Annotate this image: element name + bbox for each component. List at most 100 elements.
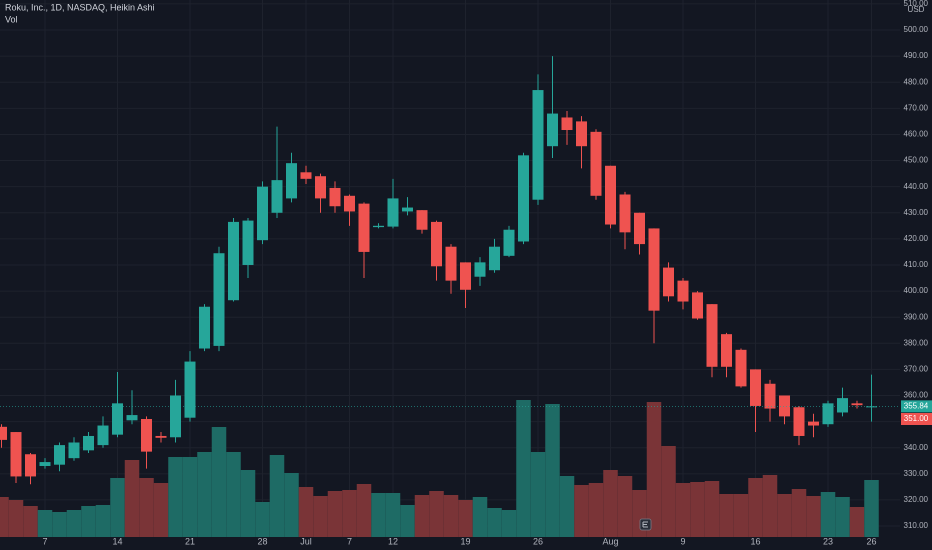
volume-bar <box>849 507 865 537</box>
volume-bar <box>95 505 111 537</box>
y-tick-label: 410.00 <box>904 260 929 269</box>
candle-body <box>663 267 674 297</box>
candle-body <box>242 220 254 265</box>
y-tick-label: 440.00 <box>904 182 929 191</box>
price-label-box <box>901 413 932 426</box>
candle-body <box>518 155 529 242</box>
candle-body <box>271 180 283 213</box>
candle-body <box>634 212 645 245</box>
candle-body <box>126 415 138 421</box>
volume-bar <box>269 455 285 537</box>
volume-bar <box>574 485 589 537</box>
candle-body <box>329 187 341 207</box>
x-tick-label: 7 <box>42 536 47 546</box>
x-tick-label: 14 <box>112 536 122 546</box>
volume-bar <box>255 502 270 537</box>
candle-body <box>808 421 819 426</box>
candle-layer <box>0 56 877 485</box>
volume-bar <box>719 494 734 537</box>
price-label-box <box>901 400 932 413</box>
volume-bar <box>313 496 328 537</box>
volume-bar <box>777 494 792 537</box>
volume-bar <box>240 470 256 537</box>
candle-body <box>837 398 848 413</box>
volume-bar <box>298 487 314 537</box>
candle-body <box>112 403 123 435</box>
volume-bar <box>226 452 241 537</box>
volume-bar <box>603 470 618 537</box>
volume-bar <box>748 478 763 537</box>
candle-body <box>184 361 196 418</box>
volume-bar <box>617 476 633 537</box>
volume-bar <box>284 473 299 537</box>
x-tick-label: 16 <box>750 536 760 546</box>
volume-bar <box>0 497 9 537</box>
volume-bar <box>153 483 169 537</box>
candle-body <box>532 90 544 200</box>
y-tick-label: 450.00 <box>904 156 929 165</box>
volume-bar <box>342 490 357 537</box>
candle-body <box>735 349 747 387</box>
volume-layer <box>0 400 879 537</box>
volume-bar <box>429 491 444 537</box>
y-tick-label: 400.00 <box>904 286 929 295</box>
volume-bar <box>385 493 401 537</box>
candle-body <box>228 221 239 301</box>
volume-bar <box>414 495 430 537</box>
candle-body <box>0 426 7 440</box>
volume-bar <box>545 404 560 537</box>
volume-bar <box>472 497 488 537</box>
candle-body <box>561 117 573 131</box>
price-label: 351.00 <box>904 414 929 423</box>
volume-bar <box>675 483 691 537</box>
candle-body <box>503 229 515 256</box>
candle-body <box>257 186 268 241</box>
candle-body <box>83 435 94 451</box>
volume-bar <box>23 506 38 537</box>
volume-bar <box>820 492 836 537</box>
volume-bar <box>66 510 82 537</box>
y-tick-label: 390.00 <box>904 312 929 321</box>
candle-body <box>764 383 776 409</box>
volume-bar <box>588 483 604 537</box>
volume-bar <box>139 478 154 537</box>
candle-body <box>199 306 210 349</box>
candle-body <box>416 210 428 230</box>
earnings-marker[interactable] <box>639 518 652 531</box>
volume-bar <box>356 484 372 537</box>
y-tick-label: 430.00 <box>904 208 929 217</box>
y-tick-label: 500.00 <box>904 25 929 34</box>
candle-body <box>648 228 660 311</box>
volume-bar <box>835 497 850 537</box>
y-tick-label: 460.00 <box>904 130 929 139</box>
volume-bar <box>762 475 778 537</box>
x-tick-label: 26 <box>866 536 876 546</box>
volume-bar <box>371 493 386 537</box>
volume-bar <box>646 402 662 537</box>
currency-label: USD <box>908 5 925 14</box>
candle-body <box>750 369 761 406</box>
x-tick-label: 28 <box>257 536 267 546</box>
volume-bar <box>443 495 459 537</box>
candle-body <box>590 131 602 196</box>
volume-bar <box>110 478 125 537</box>
candle-body <box>460 262 471 290</box>
volume-bar <box>37 510 53 537</box>
volume-bar <box>501 510 517 537</box>
candle-body <box>851 403 863 406</box>
candle-body <box>10 432 22 477</box>
y-tick-label: 480.00 <box>904 77 929 86</box>
candle-body <box>619 194 631 233</box>
candle-body <box>300 172 312 179</box>
volume-bar <box>559 476 575 537</box>
y-tick-label: 370.00 <box>904 365 929 374</box>
x-tick-label: 19 <box>460 536 470 546</box>
candle-body <box>547 113 558 147</box>
volume-bar <box>327 491 343 537</box>
candle-body <box>692 292 703 319</box>
candle-body <box>344 195 355 212</box>
x-tick-label: 21 <box>185 536 195 546</box>
candle-body <box>822 403 834 425</box>
candle-body <box>721 334 732 367</box>
candle-body <box>141 419 152 452</box>
